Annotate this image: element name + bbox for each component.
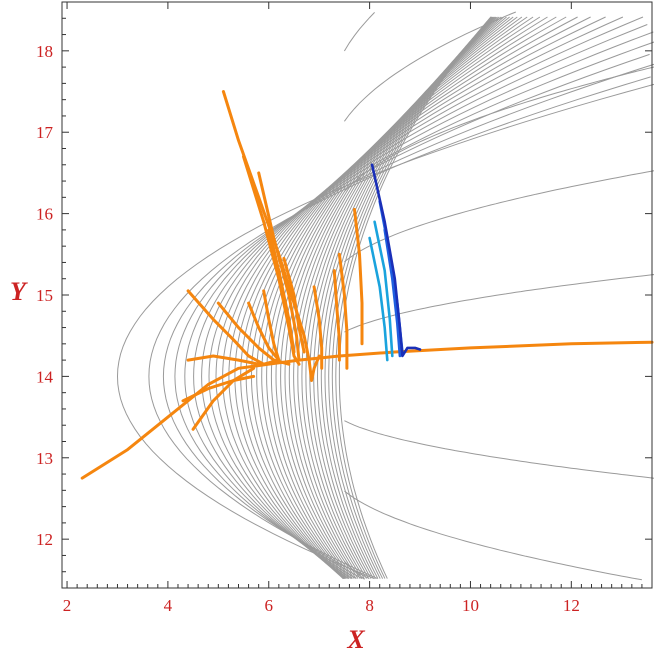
- contour-line: [256, 16, 541, 579]
- orange-trajectory: [262, 289, 281, 362]
- contour-line: [193, 31, 654, 580]
- x-axis-title: X: [346, 625, 365, 654]
- contour-line: [305, 16, 498, 579]
- x-tick-label: 4: [164, 596, 173, 615]
- y-tick-label: 12: [36, 530, 53, 549]
- light-blue-trajectory: [373, 220, 394, 358]
- orange-trajectory: [332, 269, 341, 362]
- contour-line: [215, 16, 624, 579]
- contour-line: [313, 16, 496, 579]
- contour-line: [293, 16, 505, 579]
- x-tick-label: 2: [63, 596, 72, 615]
- y-tick-label: 17: [36, 123, 54, 142]
- y-tick-label: 14: [36, 367, 54, 386]
- light-blue-trajectory: [368, 236, 389, 362]
- orange-trajectory: [242, 155, 301, 366]
- orange-trajectory: [353, 208, 364, 346]
- contour-line: [324, 16, 493, 579]
- contour-line: [344, 560, 365, 580]
- dark-blue-trajectory: [370, 163, 422, 358]
- contour-line: [320, 16, 494, 579]
- x-tick-label: 10: [462, 596, 479, 615]
- orange-trajectory: [312, 285, 324, 370]
- contour-line: [328, 16, 492, 579]
- contour-line: [234, 16, 578, 579]
- orange-trajectory: [186, 289, 281, 366]
- contour-line: [344, 170, 654, 263]
- orange-trajectory: [282, 256, 306, 354]
- contour-line: [201, 24, 648, 580]
- contour-line: [343, 11, 516, 122]
- x-tick-label: 8: [365, 596, 374, 615]
- contour-line: [301, 16, 500, 579]
- contour-line: [338, 16, 492, 579]
- contour-line: [148, 76, 651, 580]
- x-axis-ticks: 2 4 6 8 10 12: [63, 2, 653, 615]
- trajectory-series: [80, 90, 654, 480]
- contour-line: [344, 490, 642, 581]
- orange-trajectory: [80, 340, 654, 480]
- contour-line: [309, 16, 497, 579]
- orange-trajectory: [191, 366, 256, 431]
- x-tick-label: 6: [265, 596, 274, 615]
- orange-trajectory: [267, 228, 296, 354]
- y-axis-title: Y: [10, 277, 28, 306]
- contour-line: [162, 63, 654, 580]
- y-tick-label: 13: [36, 449, 53, 468]
- contour-line: [344, 66, 654, 192]
- contour-line: [316, 16, 494, 579]
- contour-line: [297, 16, 502, 579]
- orange-trajectory: [181, 374, 256, 403]
- contour-line: [343, 12, 375, 52]
- contour-line: [344, 420, 654, 479]
- contour-line: [222, 16, 606, 579]
- y-tick-label: 18: [36, 42, 53, 61]
- y-tick-label: 16: [36, 205, 53, 224]
- orange-trajectory: [257, 171, 301, 362]
- contour-lines: [116, 11, 654, 581]
- contour-line: [331, 16, 492, 579]
- orange-trajectory: [247, 301, 281, 362]
- contour-line: [174, 53, 650, 580]
- contour-line: [228, 16, 591, 579]
- contour-line: [335, 16, 492, 579]
- orange-trajectory: [337, 252, 349, 370]
- y-axis-ticks: 12 13 14 15 16 17 18: [36, 1, 652, 589]
- orange-trajectory: [186, 354, 261, 366]
- contour-line: [208, 16, 644, 579]
- y-tick-label: 15: [36, 286, 53, 305]
- x-tick-label: 12: [563, 596, 580, 615]
